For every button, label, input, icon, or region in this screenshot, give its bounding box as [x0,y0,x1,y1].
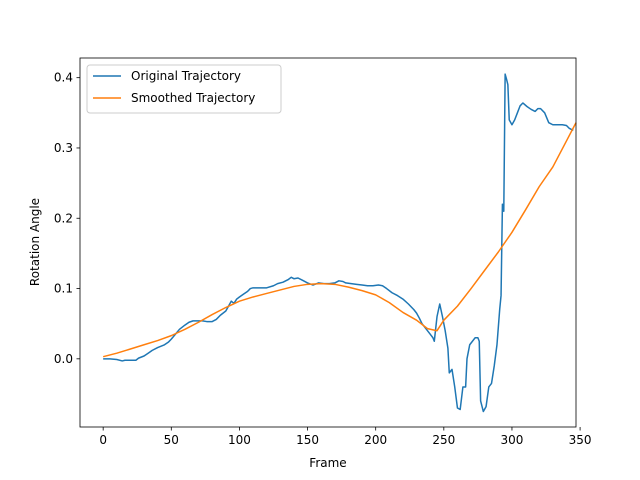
x-tick-label: 200 [364,433,387,447]
y-tick-label: 0.0 [54,352,73,366]
y-tick-label: 0.2 [54,211,73,225]
series-line-smoothed [102,122,577,358]
y-tick-label: 0.3 [54,141,73,155]
series-line-original [103,73,574,413]
x-tick-label: 300 [501,433,524,447]
x-tick-label: 350 [569,433,592,447]
y-axis-ticks: 0.0 0.1 0.2 0.3 0.4 [54,71,80,366]
x-tick-label: 50 [164,433,179,447]
x-tick-label: 100 [228,433,251,447]
y-tick-label: 0.1 [54,282,73,296]
x-tick-label: 0 [99,433,107,447]
x-tick-label: 250 [432,433,455,447]
series-layer [102,73,577,413]
legend-label: Smoothed Trajectory [131,91,255,105]
x-axis-ticks: 0 50 100 150 200 250 300 350 [99,427,592,447]
x-axis-label: Frame [309,456,346,470]
legend: Original Trajectory Smoothed Trajectory [86,64,282,114]
y-tick-label: 0.4 [54,71,73,85]
axes-frame [79,57,577,428]
legend-box [86,64,282,114]
legend-label: Original Trajectory [131,69,241,83]
y-axis-label: Rotation Angle [28,198,42,286]
x-tick-label: 150 [296,433,319,447]
